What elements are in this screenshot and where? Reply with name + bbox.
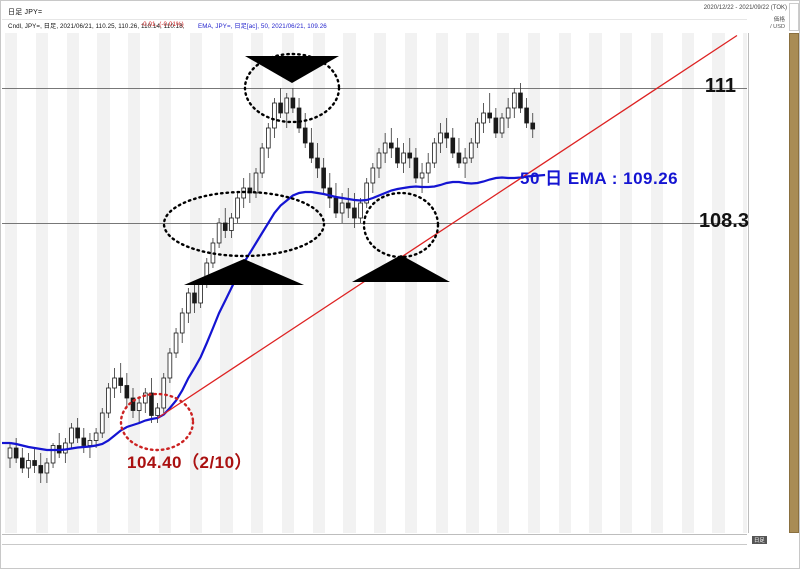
legend-ohlc: Cndl, JPY=, 日足, 2021/06/21, 110.25, 110.… [8,23,185,30]
price-plot [2,33,747,533]
interval-label: 日足 [752,536,767,544]
ema-line [9,173,546,452]
legend-ema: EMA, JPY=, 日足[ac], 50, 2021/06/21, 109.2… [198,23,327,30]
price-axis[interactable] [748,33,789,533]
scrollbar-top-cap [789,3,799,31]
marker-ellipse-cross [362,191,440,259]
vertical-scrollbar[interactable] [789,33,799,533]
weekend-band [558,33,571,533]
weekend-band [35,33,49,533]
weekend-band [681,33,694,533]
weekend-band [589,33,602,533]
weekend-band [743,33,747,533]
chart-svg [2,34,738,483]
interval-corner[interactable]: 日足 [748,534,788,550]
marker-triangle-down [245,56,339,83]
date-range-label: 2020/12/22 - 2021/09/22 (TOK) [703,5,787,11]
weekend-band [66,33,79,533]
weekend-band [435,33,448,533]
price-axis-title: 価格 / USD [770,17,785,30]
date-axis-baseline [2,544,747,545]
weekend-band [712,33,725,533]
weekend-band [527,33,541,533]
weekend-band [620,33,633,533]
low-annotation: 104.40（2/10） [127,453,253,472]
support-label: 108.3 [698,210,749,232]
symbol-label: 日足 JPY= [8,9,43,16]
marker-ellipse-peak [243,52,341,124]
marker-ellipse-support [162,190,326,258]
marker-triangle-up-support [184,259,304,285]
weekend-band [5,33,18,533]
symbol-header: 日足 JPY= [2,6,747,20]
trend-line [157,34,738,419]
chart-legend: Cndl, JPY=, 日足, 2021/06/21, 110.25, 110.… [2,20,747,32]
weekend-band [497,33,510,533]
weekend-band [650,33,664,533]
marker-ellipse-low [119,392,195,452]
resistance-label: 111 [704,75,736,97]
marker-triangle-up-cross [352,255,450,282]
weekend-band [343,33,356,533]
support-line [2,223,747,224]
resistance-line [2,88,747,89]
ema-annotation: 50 日 EMA : 109.26 [520,169,679,188]
legend-change: -0.01, (-0.01%) [141,21,184,28]
date-axis[interactable] [2,534,747,568]
